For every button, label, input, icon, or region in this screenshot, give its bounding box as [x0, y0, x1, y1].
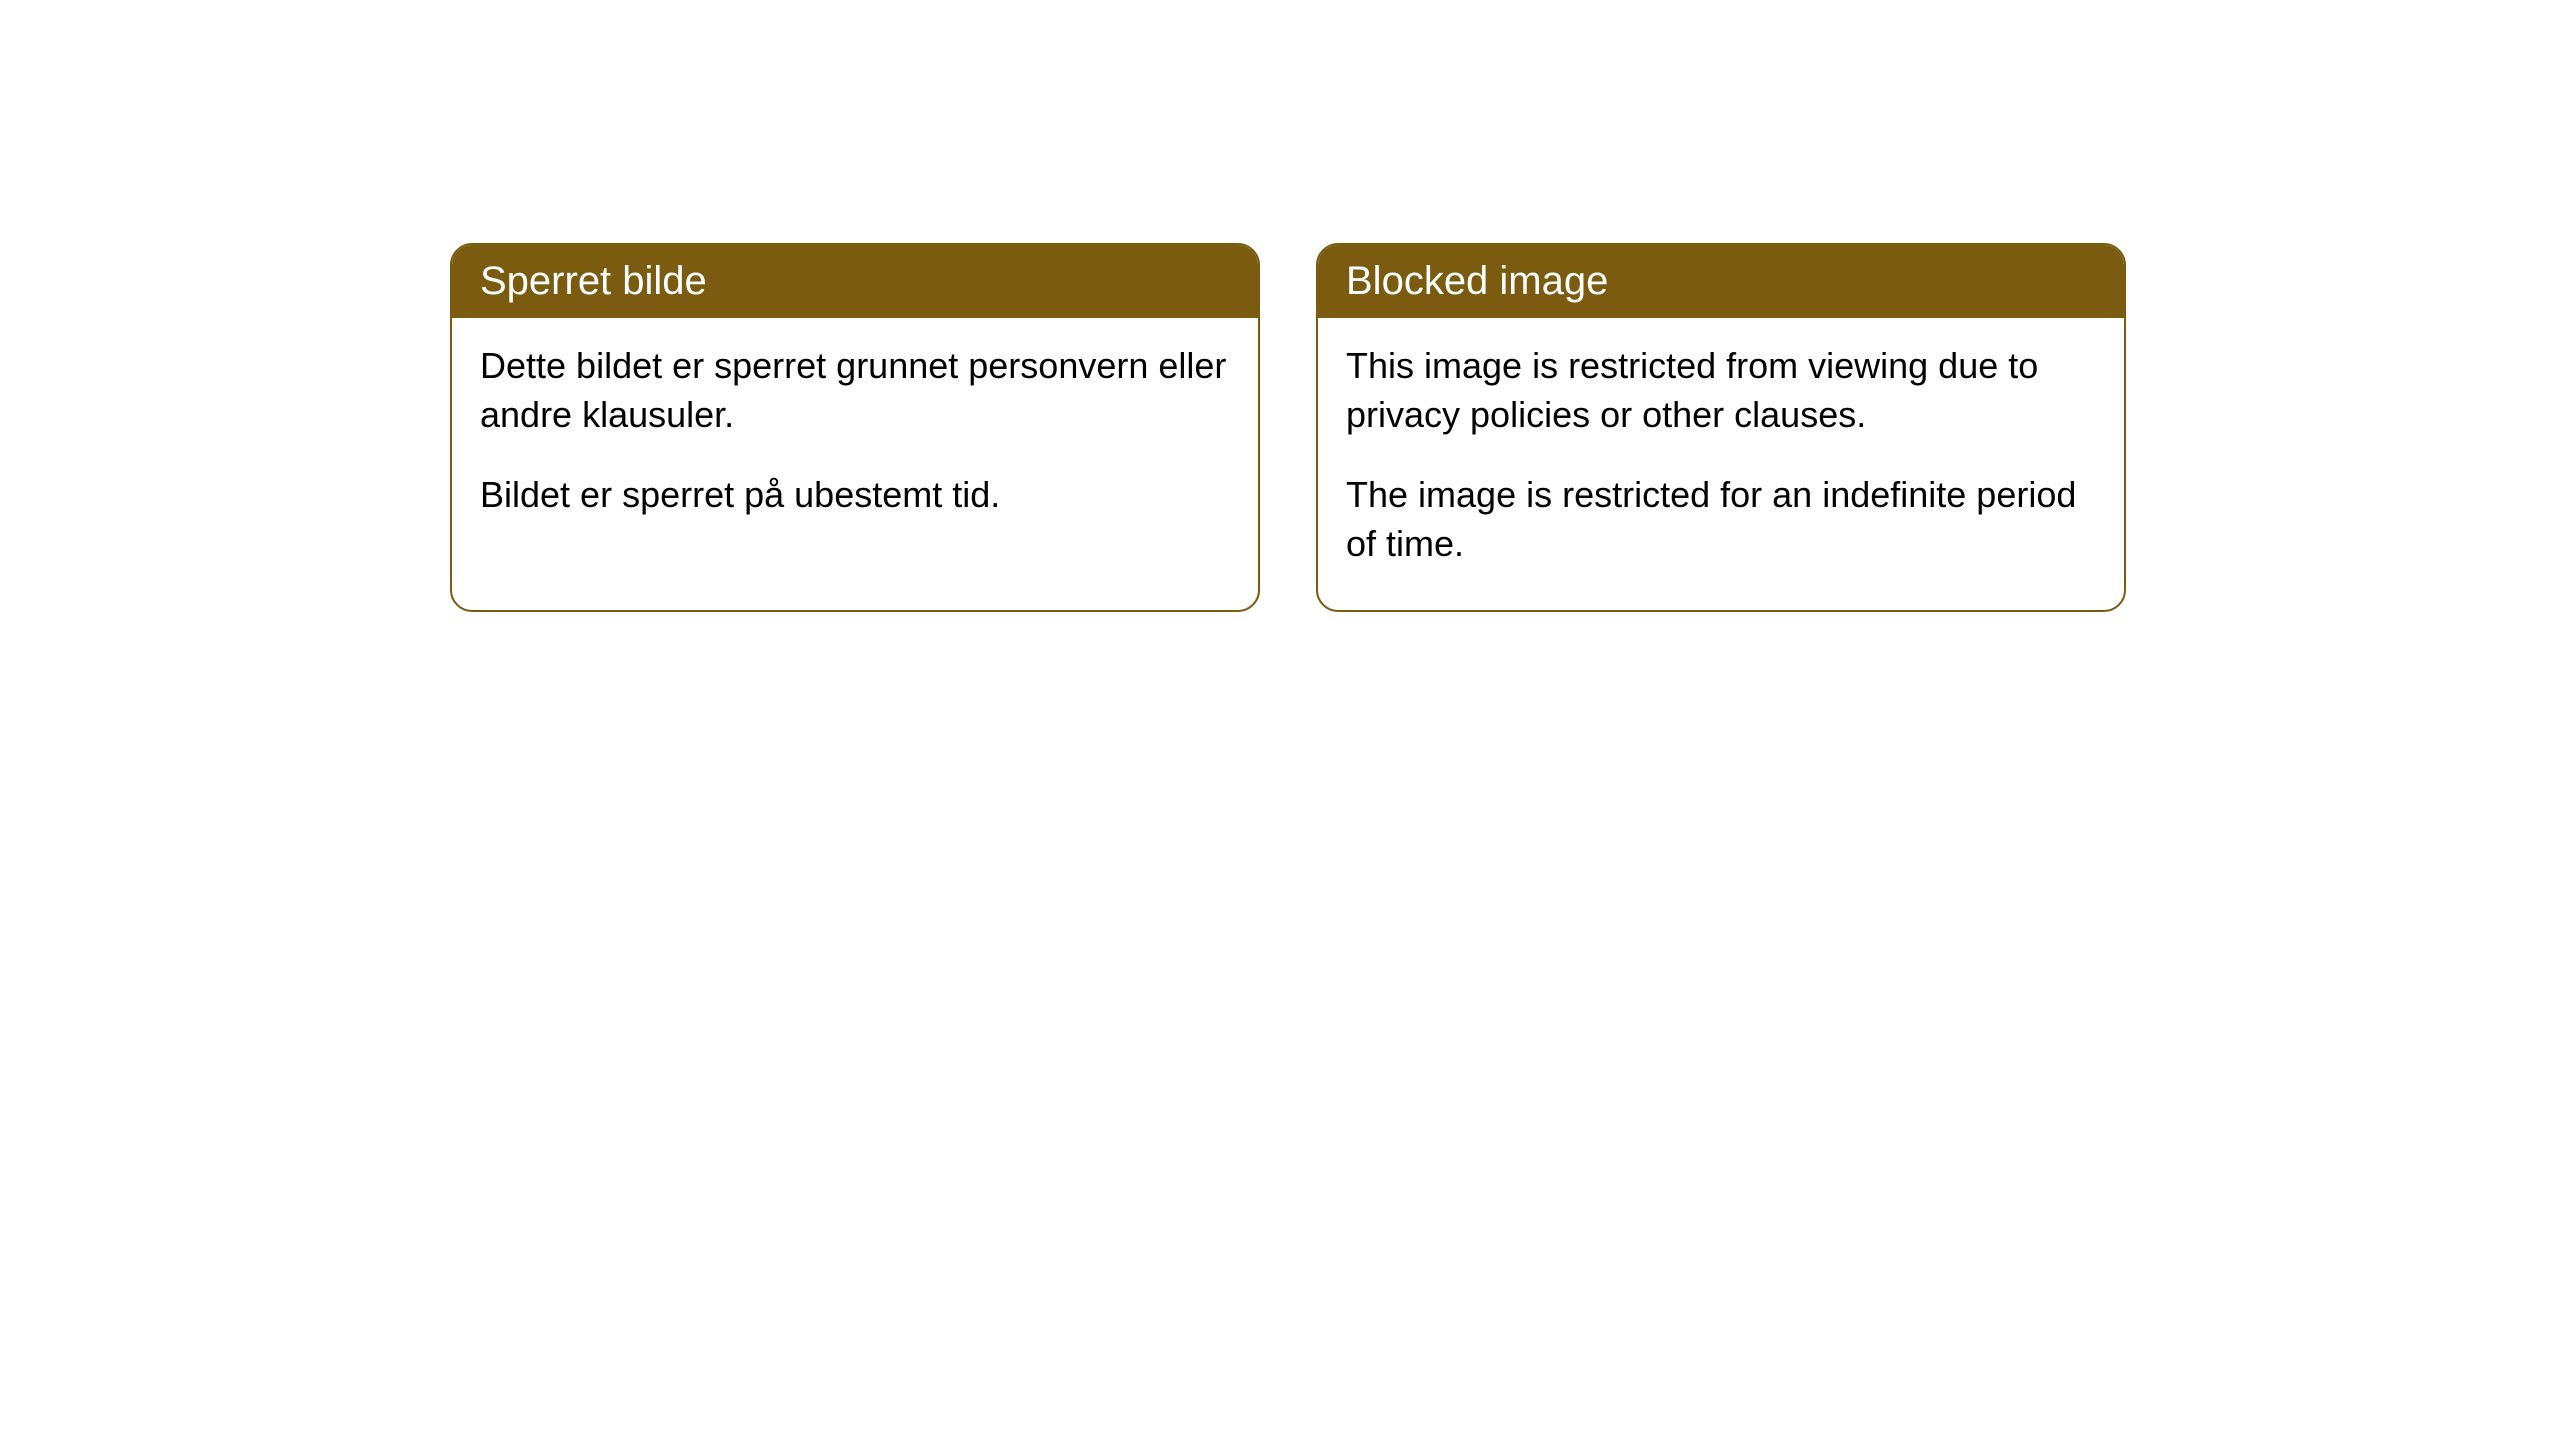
card-body: Dette bildet er sperret grunnet personve…	[452, 318, 1258, 562]
card-paragraph: Dette bildet er sperret grunnet personve…	[480, 342, 1230, 439]
card-header: Blocked image	[1318, 245, 2124, 318]
card-paragraph: Bildet er sperret på ubestemt tid.	[480, 471, 1230, 520]
card-paragraph: The image is restricted for an indefinit…	[1346, 471, 2096, 568]
blocked-image-card-english: Blocked image This image is restricted f…	[1316, 243, 2126, 612]
notice-cards-container: Sperret bilde Dette bildet er sperret gr…	[450, 243, 2126, 612]
card-paragraph: This image is restricted from viewing du…	[1346, 342, 2096, 439]
card-title: Blocked image	[1346, 259, 1608, 303]
card-header: Sperret bilde	[452, 245, 1258, 318]
card-title: Sperret bilde	[480, 259, 707, 303]
blocked-image-card-norwegian: Sperret bilde Dette bildet er sperret gr…	[450, 243, 1260, 612]
card-body: This image is restricted from viewing du…	[1318, 318, 2124, 610]
